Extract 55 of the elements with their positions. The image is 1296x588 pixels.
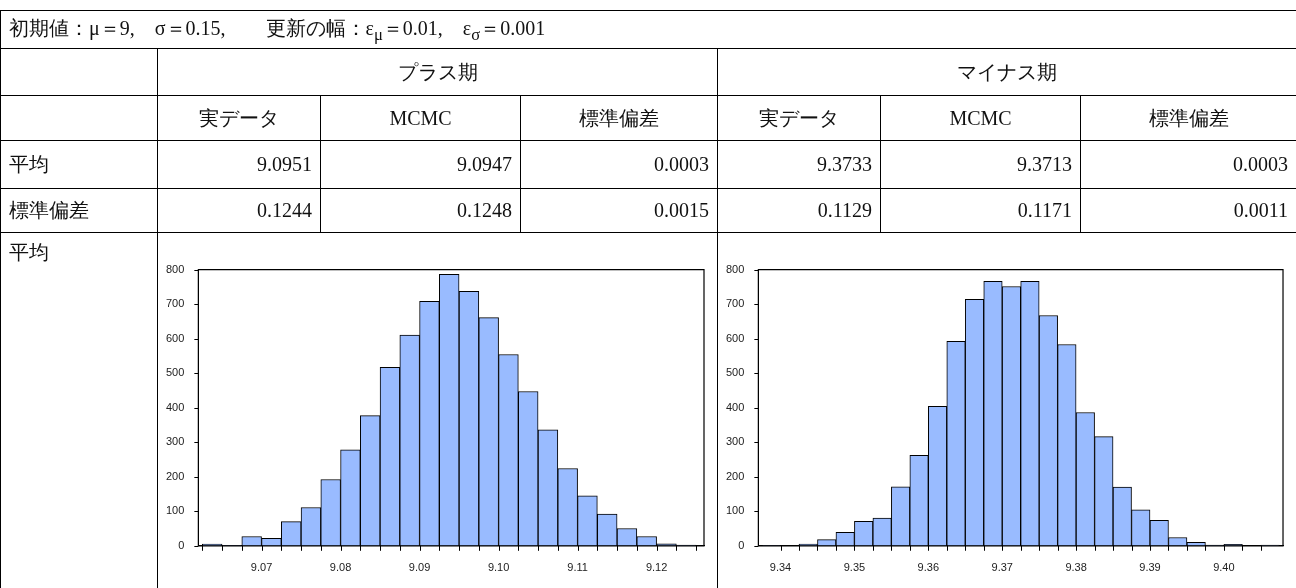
category-label: 平均: [9, 241, 49, 263]
text: 0.0003: [654, 153, 709, 175]
x-tick-label: 9.37: [991, 561, 1013, 574]
text: 0.1248: [457, 199, 512, 221]
y-tick-label: 600: [165, 331, 185, 344]
x-tick-label: 9.35: [843, 561, 866, 574]
y-tick-label: 300: [165, 435, 185, 448]
y-tick-label: 800: [725, 262, 745, 275]
y-tick-label: 700: [165, 297, 185, 310]
y-tick-label: 600: [725, 331, 745, 344]
x-tick-label: 9.08: [329, 561, 352, 574]
text: マイナス期: [717, 48, 1296, 96]
category-label: 標準偏差: [1080, 95, 1296, 141]
y-tick-label: 500: [725, 366, 745, 379]
category-label: MCMC: [880, 95, 1081, 141]
x-tick-label: 9.40: [1213, 561, 1235, 574]
y-tick-label: 100: [165, 504, 185, 517]
y-tick-label: 200: [725, 469, 745, 482]
x-tick-label: 9.36: [917, 561, 940, 574]
text: 0.0011: [1233, 199, 1289, 221]
y-tick-label: 800: [165, 262, 185, 275]
text: 初期値：μ＝9, σ＝0.15, 更新の幅：ε$_{μ}$＝0.01, ε$_{σ}$＝0.001: [0, 10, 1296, 49]
x-tick-label: 9.09: [408, 561, 431, 574]
text: 0.1129: [817, 199, 872, 221]
text: 9.0951: [257, 153, 312, 175]
category-label: 平均: [9, 153, 49, 175]
category-label: 標準偏差: [520, 95, 718, 141]
x-tick-label: 9.38: [1065, 561, 1087, 574]
x-tick-label: 9.39: [1139, 561, 1161, 574]
y-tick-label: 300: [725, 435, 745, 448]
y-tick-label: 100: [725, 504, 745, 517]
text: 0.1244: [257, 199, 312, 221]
text: 9.3733: [817, 153, 872, 175]
category-label: 実データ: [157, 95, 321, 141]
x-tick-label: 9.10: [487, 561, 510, 574]
y-tick-label: 500: [165, 366, 185, 379]
x-tick-label: 9.11: [567, 561, 588, 574]
text: 9.0947: [457, 153, 512, 175]
x-tick-label: 9.12: [645, 561, 668, 574]
x-tick-label: 9.07: [250, 561, 273, 574]
y-tick-label: 0: [738, 538, 745, 551]
y-tick-label: 400: [165, 400, 185, 413]
category-label: MCMC: [320, 95, 521, 141]
y-tick-label: 700: [725, 297, 745, 310]
y-tick-label: 400: [725, 400, 745, 413]
category-label: 実データ: [717, 95, 881, 141]
text: プラス期: [157, 48, 718, 96]
text: 9.3713: [1017, 153, 1072, 175]
text: 0.0015: [654, 199, 709, 221]
text: 0.0003: [1233, 153, 1289, 175]
y-tick-label: 0: [178, 538, 185, 551]
text: 0.1171: [1017, 199, 1072, 221]
y-tick-label: 200: [165, 469, 185, 482]
x-tick-label: 9.34: [769, 561, 792, 574]
category-label: 標準偏差: [9, 199, 89, 221]
